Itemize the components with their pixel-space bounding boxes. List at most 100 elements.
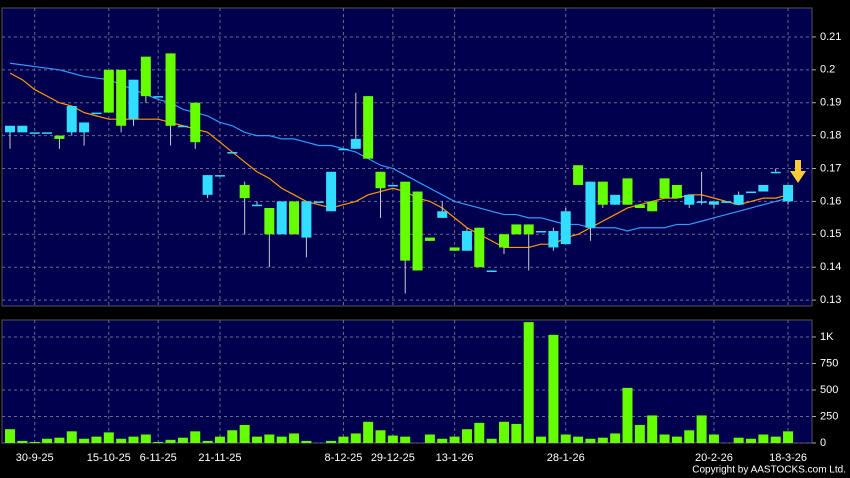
volume-bar — [671, 436, 682, 443]
candle-body — [301, 201, 312, 238]
candle-body — [264, 207, 275, 235]
latest-arrow — [790, 160, 806, 183]
candle-body — [29, 132, 40, 134]
x-tick-label: 30-9-25 — [16, 452, 54, 464]
volume-bar — [177, 437, 188, 443]
candle-body — [696, 201, 707, 203]
x-tick-label: 6-11-25 — [140, 452, 177, 464]
candle-body — [190, 102, 201, 143]
y-tick-label: 0.19 — [820, 97, 841, 109]
x-tick-label: 8-12-25 — [324, 452, 362, 464]
y-tick-label: 0.17 — [820, 162, 841, 174]
y-tick-label: 0.16 — [820, 195, 841, 207]
volume-bar — [363, 421, 374, 443]
candle-body — [177, 125, 188, 128]
volume-bar — [5, 429, 15, 443]
price-panel — [1, 7, 813, 307]
y-tick-label: 500 — [820, 384, 838, 396]
volume-bar — [708, 434, 719, 443]
volume-bar — [499, 421, 509, 443]
candle-body — [684, 194, 695, 205]
x-tick-label: 13-1-26 — [436, 452, 474, 464]
candle-body — [461, 231, 472, 251]
candle-body — [560, 211, 571, 245]
candle-body — [437, 211, 448, 218]
volume-bar — [103, 432, 114, 443]
candle-body — [511, 224, 522, 235]
candle-body — [400, 181, 411, 261]
candle-body — [536, 231, 547, 233]
y-tick-label: 0.2 — [820, 64, 835, 76]
candle-body — [412, 191, 423, 271]
volume-bar — [227, 430, 238, 443]
volume-bar — [536, 436, 547, 443]
candle-body — [783, 184, 794, 202]
volume-bar — [214, 436, 225, 443]
candle-body — [116, 69, 127, 126]
volume-bar — [264, 434, 275, 443]
candle-body — [499, 234, 509, 248]
volume-bar — [400, 436, 411, 443]
volume-bar — [511, 423, 522, 443]
candle-body — [486, 270, 497, 272]
candle-body — [202, 175, 213, 195]
volume-bar — [66, 431, 77, 443]
volume-bar — [190, 431, 201, 443]
arrow-shaft — [795, 160, 801, 172]
y-tick-label: 0.18 — [820, 130, 841, 142]
candle-body — [523, 224, 534, 235]
candle-body — [622, 178, 633, 205]
volume-bar — [165, 439, 176, 443]
candle-body — [239, 184, 250, 199]
candle-body — [597, 181, 608, 205]
volume-bar — [548, 334, 559, 443]
candle-body — [165, 53, 176, 126]
volume-bar — [696, 415, 707, 443]
candle-body — [79, 122, 90, 133]
candle-body — [770, 171, 781, 174]
volume-bar — [424, 434, 435, 443]
candle-body — [387, 184, 398, 187]
volume-bar — [659, 434, 670, 443]
candle-body — [313, 201, 324, 203]
candle-body — [375, 171, 386, 189]
moving-average-line — [9, 62, 789, 232]
volume-bar — [350, 433, 361, 443]
x-tick-label: 29-12-25 — [371, 452, 415, 464]
volume-bar — [128, 436, 139, 443]
volume-panel — [1, 319, 813, 444]
volume-bar — [375, 430, 386, 443]
y-tick-label: 0.13 — [820, 294, 841, 306]
copyright: Copyright by AASTOCKS.com Ltd. — [692, 465, 846, 476]
volume-bar — [486, 438, 497, 443]
candle-body — [54, 135, 65, 139]
candle-body — [227, 152, 238, 154]
candle-body — [424, 237, 435, 241]
candle-body — [634, 204, 645, 208]
volume-bar — [461, 429, 472, 443]
candle-body — [42, 132, 53, 134]
volume-bar — [239, 424, 250, 443]
volume-bar — [573, 436, 584, 443]
volume-bar — [140, 434, 151, 443]
volume-bar — [276, 436, 287, 443]
candle-body — [350, 138, 361, 149]
y-tick-label: 0.14 — [820, 261, 841, 273]
volume-bar — [610, 433, 621, 443]
candle-body — [153, 96, 164, 98]
y-tick-label: 0.21 — [820, 31, 841, 43]
volume-bar — [153, 441, 164, 443]
volume-bar — [770, 436, 781, 443]
candle-body — [659, 178, 670, 199]
candle-body — [338, 148, 349, 151]
arrow-head — [790, 171, 806, 183]
y-tick-label: 0 — [820, 437, 826, 449]
volume-bar — [326, 440, 337, 443]
candle-body — [289, 201, 300, 235]
candle-body — [326, 171, 337, 212]
volume-bar — [91, 436, 102, 443]
candle-body — [746, 191, 756, 194]
x-tick-label: 28-1-26 — [547, 452, 585, 464]
candle-body — [610, 194, 621, 205]
